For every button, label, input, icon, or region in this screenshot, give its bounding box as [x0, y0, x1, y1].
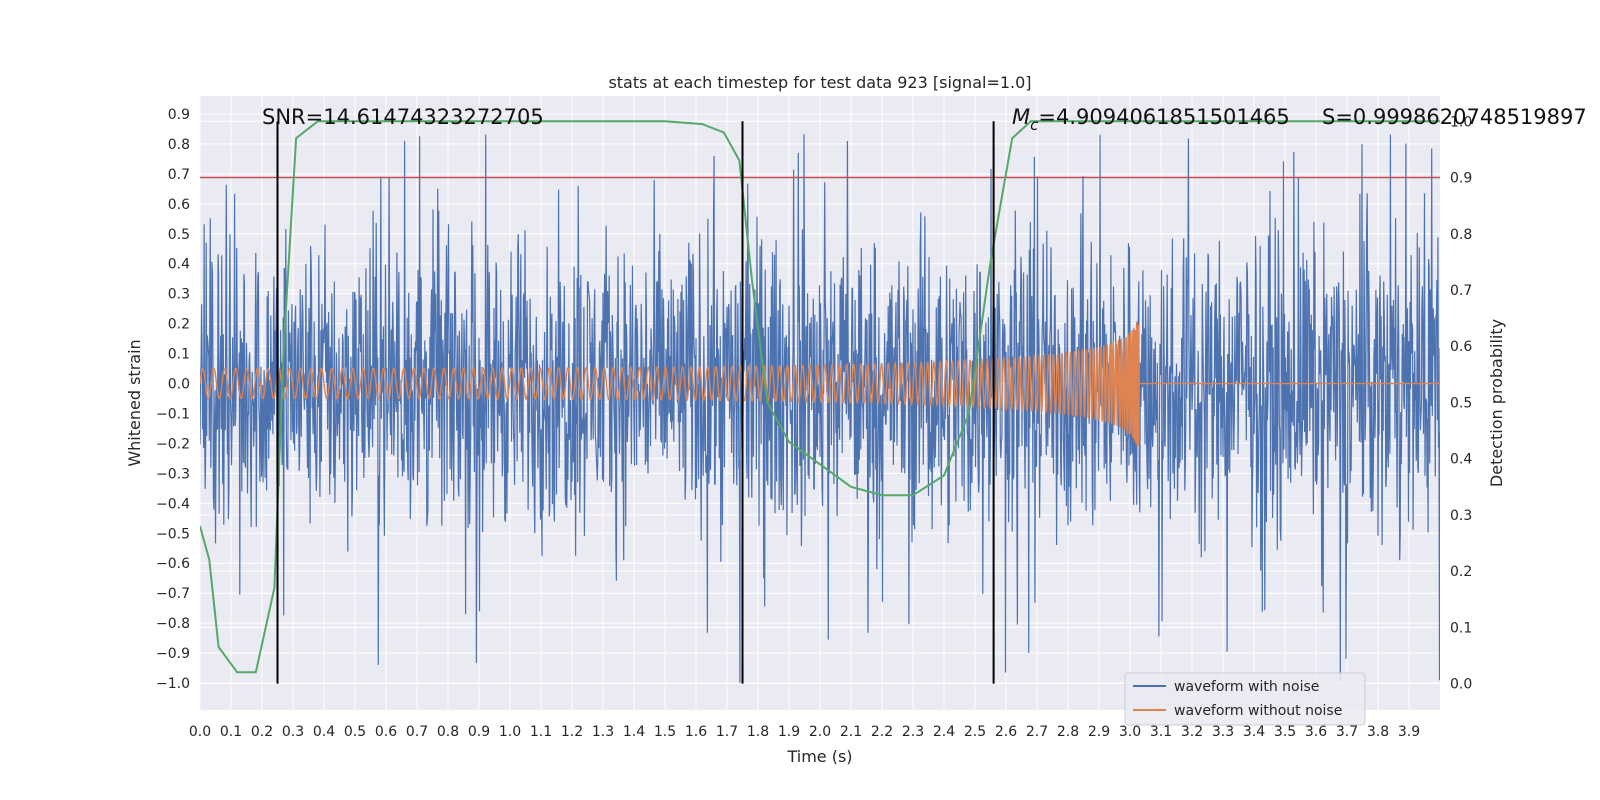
legend-label-waveform-without-noise: waveform without noise: [1174, 703, 1342, 719]
x-tick-label: 3.2: [1181, 724, 1203, 740]
x-tick-label: 2.4: [933, 724, 955, 740]
s-annotation: S=0.9998620748519897: [1322, 105, 1587, 129]
chirp-mass-value: =4.9094061851501465: [1038, 105, 1289, 129]
y-right-tick-label: 0.9: [1450, 171, 1472, 187]
x-axis-ticks: 0.0 0.1 0.2 0.3 0.4 0.5 0.6 0.7 0.8 0.9 1.0 1.1 1.2 1…: [189, 724, 1420, 740]
y-right-tick-label: 0.8: [1450, 227, 1472, 243]
x-tick-label: 0.9: [468, 724, 490, 740]
y-tick-label: −0.6: [156, 556, 190, 572]
y-right-tick-label: 0.0: [1450, 677, 1472, 693]
x-tick-label: 1.4: [623, 724, 645, 740]
y-tick-label: 0.5: [168, 227, 190, 243]
x-tick-label: 3.5: [1274, 724, 1296, 740]
x-tick-label: 0.5: [344, 724, 366, 740]
x-tick-label: 0.6: [375, 724, 397, 740]
y-tick-label: 0.4: [168, 257, 190, 273]
x-tick-label: 1.0: [499, 724, 521, 740]
x-tick-label: 2.3: [902, 724, 924, 740]
y-axis-right-ticks: 1.0 0.9 0.8 0.7 0.6 0.5 0.4 0.3 0.2 0.1 0.0: [1450, 114, 1472, 692]
legend: waveform with noise waveform without noi…: [1124, 672, 1366, 726]
y-tick-label: −0.5: [156, 526, 190, 542]
x-tick-label: 0.7: [406, 724, 428, 740]
x-tick-label: 3.4: [1243, 724, 1265, 740]
y-tick-label: −0.2: [156, 436, 190, 452]
x-tick-label: 2.8: [1057, 724, 1079, 740]
y-right-tick-label: 0.4: [1450, 452, 1472, 468]
x-tick-label: 1.7: [716, 724, 738, 740]
y-right-tick-label: 0.6: [1450, 339, 1472, 355]
y-tick-label: 0.0: [168, 377, 190, 393]
y-tick-label: −0.8: [156, 616, 190, 632]
legend-box: [1124, 672, 1366, 726]
x-tick-label: 1.5: [654, 724, 676, 740]
legend-label-waveform-with-noise: waveform with noise: [1174, 679, 1319, 695]
y-right-tick-label: 1.0: [1450, 114, 1472, 130]
chirp-mass-annotation: Mc=4.9094061851501465: [1012, 105, 1290, 134]
grid-lines: [199, 96, 1440, 710]
series-line-waveform-with-noise: [200, 134, 1440, 683]
x-tick-label: 0.4: [313, 724, 335, 740]
x-tick-label: 3.0: [1119, 724, 1141, 740]
y-tick-label: 0.1: [168, 347, 190, 363]
x-tick-label: 3.8: [1367, 724, 1389, 740]
y-tick-label: 0.2: [168, 317, 190, 333]
vertical-markers: [276, 121, 995, 684]
x-tick-label: 1.8: [747, 724, 769, 740]
x-tick-label: 3.6: [1305, 724, 1327, 740]
x-tick-label: 3.9: [1398, 724, 1420, 740]
y-axis-right-label: Detection probability: [1487, 319, 1506, 487]
series-line-detection-probability: [200, 120, 1440, 674]
y-right-tick-label: 0.1: [1450, 620, 1472, 636]
x-tick-label: 3.1: [1150, 724, 1172, 740]
x-tick-label: 1.1: [530, 724, 552, 740]
y-axis-label: Whitened strain: [125, 339, 144, 466]
x-axis-label: Time (s): [786, 747, 852, 766]
x-tick-label: 0.2: [251, 724, 273, 740]
snr-annotation: SNR=14.61474323272705: [262, 105, 544, 129]
y-tick-label: 0.8: [168, 137, 190, 153]
y-tick-label: −0.4: [156, 496, 190, 512]
y-right-tick-label: 0.3: [1450, 508, 1472, 524]
x-tick-label: 0.0: [189, 724, 211, 740]
x-tick-label: 2.0: [809, 724, 831, 740]
y-tick-label: 0.3: [168, 287, 190, 303]
chirp-mass-symbol: M: [1012, 105, 1030, 129]
y-tick-label: −0.9: [156, 646, 190, 662]
series-line-waveform-without-noise: [200, 321, 1440, 447]
y-tick-label: −0.3: [156, 466, 190, 482]
x-tick-label: 2.2: [871, 724, 893, 740]
x-tick-label: 1.3: [592, 724, 614, 740]
y-tick-label: 0.9: [168, 107, 190, 123]
y-tick-label: −1.0: [156, 676, 190, 692]
y-axis-ticks: 0.9 0.8 0.7 0.6 0.5 0.4 0.3 0.2 0.1 0.0 −0.1 −0.2 −0…: [156, 107, 190, 692]
y-right-tick-label: 0.2: [1450, 564, 1472, 580]
x-tick-label: 3.7: [1336, 724, 1358, 740]
x-tick-label: 1.2: [561, 724, 583, 740]
y-tick-label: 0.7: [168, 167, 190, 183]
x-tick-label: 0.3: [282, 724, 304, 740]
chart-title: stats at each timestep for test data 923…: [608, 73, 1031, 92]
x-tick-label: 1.9: [778, 724, 800, 740]
y-right-tick-label: 0.7: [1450, 283, 1472, 299]
x-tick-label: 2.9: [1088, 724, 1110, 740]
x-tick-label: 0.8: [437, 724, 459, 740]
y-tick-label: −0.1: [156, 406, 190, 422]
x-tick-label: 0.1: [220, 724, 242, 740]
y-tick-label: 0.6: [168, 197, 190, 213]
x-tick-label: 2.7: [1026, 724, 1048, 740]
x-tick-label: 2.1: [840, 724, 862, 740]
x-tick-label: 2.5: [964, 724, 986, 740]
y-tick-label: −0.7: [156, 586, 190, 602]
y-right-tick-label: 0.5: [1450, 395, 1472, 411]
x-tick-label: 3.3: [1212, 724, 1234, 740]
x-tick-label: 1.6: [685, 724, 707, 740]
x-tick-label: 2.6: [995, 724, 1017, 740]
chirp-mass-subscript: c: [1030, 116, 1039, 134]
